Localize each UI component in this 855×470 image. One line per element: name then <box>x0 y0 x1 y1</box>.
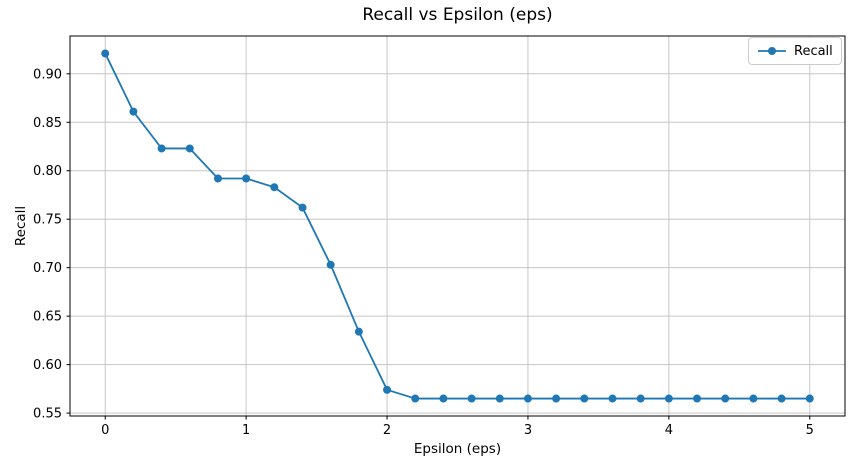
data-point <box>580 394 589 403</box>
data-point <box>664 394 673 403</box>
data-point <box>101 49 110 58</box>
data-point <box>467 394 476 403</box>
data-point <box>157 144 166 153</box>
legend: Recall <box>748 37 842 65</box>
legend-line-marker-icon <box>758 47 786 55</box>
y-tick-label: 0.75 <box>33 213 62 228</box>
data-point <box>636 394 645 403</box>
y-tick-label: 0.60 <box>33 358 62 373</box>
data-point <box>411 394 420 403</box>
x-tick-label: 3 <box>524 423 532 438</box>
data-point <box>326 260 335 269</box>
data-point <box>523 394 532 403</box>
y-tick-label: 0.55 <box>33 407 62 422</box>
x-tick-label: 1 <box>242 423 250 438</box>
data-point <box>213 174 222 183</box>
data-point <box>185 144 194 153</box>
data-point <box>552 394 561 403</box>
x-axis-label: Epsilon (eps) <box>413 441 502 457</box>
data-point <box>270 183 279 192</box>
x-tick-label: 2 <box>383 423 391 438</box>
y-tick-label: 0.70 <box>33 261 62 276</box>
y-tick-label: 0.90 <box>33 67 62 82</box>
data-point <box>439 394 448 403</box>
data-point <box>242 174 251 183</box>
x-tick-label: 5 <box>806 423 814 438</box>
axes-border <box>69 35 846 417</box>
data-point <box>777 394 786 403</box>
x-tick-label: 4 <box>665 423 673 438</box>
y-axis-label: Recall <box>13 205 29 247</box>
y-tick-label: 0.80 <box>33 164 62 179</box>
data-point <box>693 394 702 403</box>
data-point <box>721 394 730 403</box>
data-point <box>129 107 138 116</box>
y-tick-label: 0.85 <box>33 116 62 131</box>
chart-title: Recall vs Epsilon (eps) <box>362 5 553 25</box>
data-point <box>383 385 392 394</box>
data-point <box>495 394 504 403</box>
x-tick-label: 0 <box>101 423 109 438</box>
data-line <box>104 52 811 400</box>
data-point <box>608 394 617 403</box>
legend-label: Recall <box>794 43 833 59</box>
data-point <box>805 394 814 403</box>
data-point <box>298 203 307 212</box>
y-tick-label: 0.65 <box>33 310 62 325</box>
data-point <box>749 394 758 403</box>
data-point <box>354 327 363 336</box>
